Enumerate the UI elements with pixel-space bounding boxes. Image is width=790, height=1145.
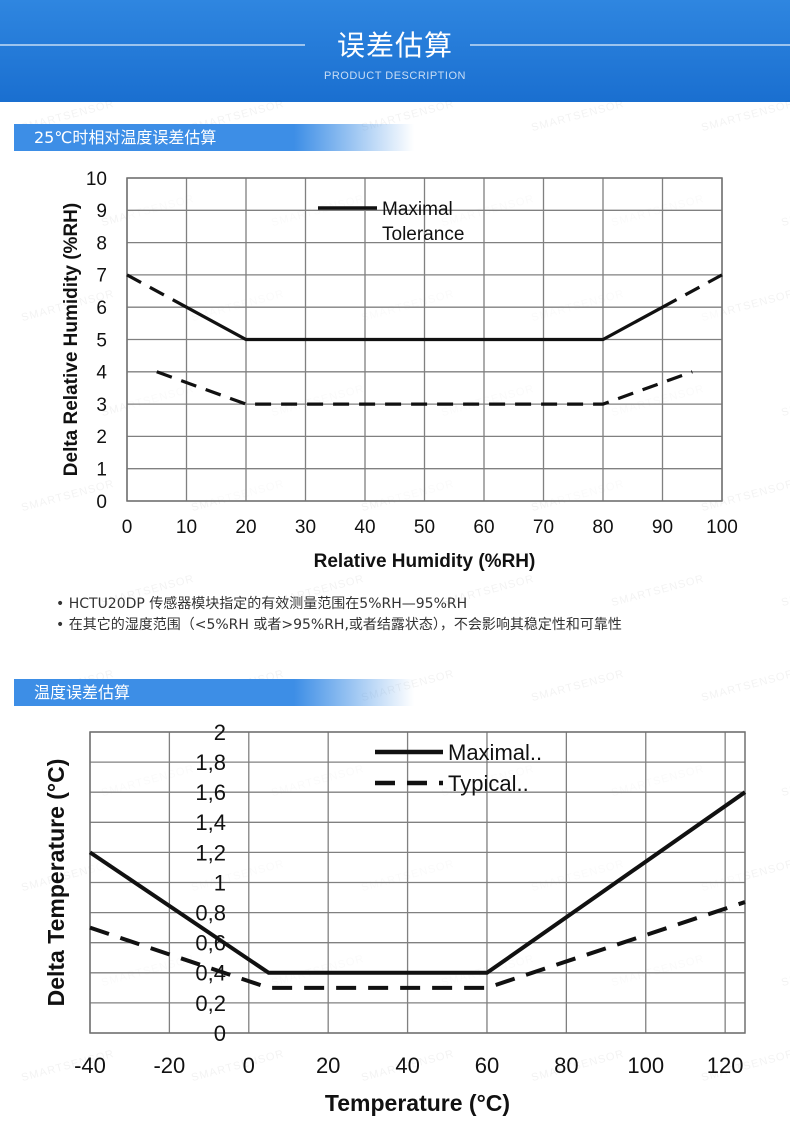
y-tick-label: 1,2: [195, 840, 226, 865]
series-line-dashed: [156, 370, 693, 406]
x-tick-label: -20: [153, 1053, 185, 1078]
x-tick-label: 20: [316, 1053, 340, 1078]
x-tick-label: 100: [627, 1053, 664, 1078]
y-tick-label: 0,8: [195, 901, 226, 926]
x-tick-label: 10: [176, 517, 197, 538]
section-title-humidity: 25℃时相对温度误差估算: [14, 124, 414, 151]
y-tick-label: 0,2: [195, 991, 226, 1016]
series-line-solid: [185, 305, 664, 342]
x-tick-label: 60: [475, 1053, 499, 1078]
y-tick-label: 4: [96, 363, 107, 384]
legend-label: Typical..: [448, 771, 529, 796]
y-axis-label: Delta Relative Humidity (%RH): [61, 203, 82, 476]
series-line-dashed: [126, 273, 188, 309]
humidity-error-chart: 0 10 20 30 40 50 60 70 80 90 100 0 1 2 3 4 5 6 7 8 9 10 Relati…: [61, 169, 738, 572]
x-tick-label: 70: [533, 517, 554, 538]
y-tick-label: 2: [214, 720, 226, 745]
y-tick-label: 9: [96, 201, 107, 222]
y-tick-label: 1: [214, 870, 226, 895]
page-title: 误差估算: [336, 29, 453, 62]
legend-label: Maximal: [382, 199, 453, 220]
header-banner: 误差估算 PRODUCT DESCRIPTION: [0, 0, 790, 102]
header-divider-left: [0, 44, 305, 46]
note-item: • 在其它的湿度范围（<5%RH 或者>95%RH,或者结露状态），不会影响其稳…: [56, 617, 622, 633]
plot-frame: [89, 731, 746, 1034]
x-tick-label: 20: [235, 517, 256, 538]
legend-label: Maximal..: [448, 740, 542, 765]
page-subtitle: PRODUCT DESCRIPTION: [324, 70, 466, 82]
x-tick-label: 30: [295, 517, 316, 538]
series-line-dashed: [661, 273, 723, 309]
watermark-text: SMARTSENSOR: [530, 667, 626, 705]
x-tick-label: -40: [74, 1053, 106, 1078]
x-tick-label: 90: [652, 517, 673, 538]
x-tick-label: 0: [243, 1053, 255, 1078]
y-tick-label: 10: [86, 169, 107, 190]
x-tick-label: 60: [473, 517, 494, 538]
y-tick-label: 1,8: [195, 750, 226, 775]
x-tick-label: 80: [554, 1053, 578, 1078]
y-tick-label: 6: [96, 298, 107, 319]
y-tick-label: 5: [96, 330, 107, 351]
y-axis-label: Delta Temperature (°C): [43, 759, 69, 1007]
x-axis-label: Temperature (°C): [325, 1090, 510, 1116]
x-tick-label: 50: [414, 517, 435, 538]
notes-list: • HCTU20DP 传感器模块指定的有效测量范围在5%RH—95%RH • 在…: [56, 594, 622, 636]
y-tick-label: 0: [214, 1021, 226, 1046]
plot-frame: [126, 177, 723, 502]
temperature-error-chart: -40 -20 0 20 40 60 80 100 12000,20,40,60,811,21,…: [43, 720, 747, 1116]
y-tick-label: 1,6: [195, 780, 226, 805]
series-line-dashed: [89, 900, 746, 990]
x-tick-label: 80: [592, 517, 613, 538]
watermark-text: SMARTSENSOR: [700, 97, 790, 135]
x-tick-label: 40: [395, 1053, 419, 1078]
x-tick-label: 0: [122, 517, 133, 538]
note-item: • HCTU20DP 传感器模块指定的有效测量范围在5%RH—95%RH: [56, 596, 468, 612]
y-tick-label: 0: [96, 492, 107, 513]
y-tick-label: 8: [96, 233, 107, 254]
x-tick-label: 40: [354, 517, 375, 538]
y-tick-label: 3: [96, 395, 107, 416]
watermark-text: SMARTSENSOR: [700, 667, 790, 705]
x-tick-label: 100: [706, 517, 738, 538]
section-title-temperature: 温度误差估算: [14, 679, 414, 706]
x-axis-label: Relative Humidity (%RH): [314, 551, 536, 572]
y-tick-label: 7: [96, 266, 107, 287]
y-tick-label: 1,4: [195, 810, 226, 835]
y-tick-label: 1: [96, 460, 107, 481]
watermark-text: SMARTSENSOR: [530, 97, 626, 135]
y-tick-label: 2: [96, 427, 107, 448]
legend-label: Tolerance: [382, 224, 464, 245]
series-line-solid: [88, 790, 747, 975]
x-tick-label: 120: [707, 1053, 744, 1078]
header-divider-right: [470, 44, 790, 46]
